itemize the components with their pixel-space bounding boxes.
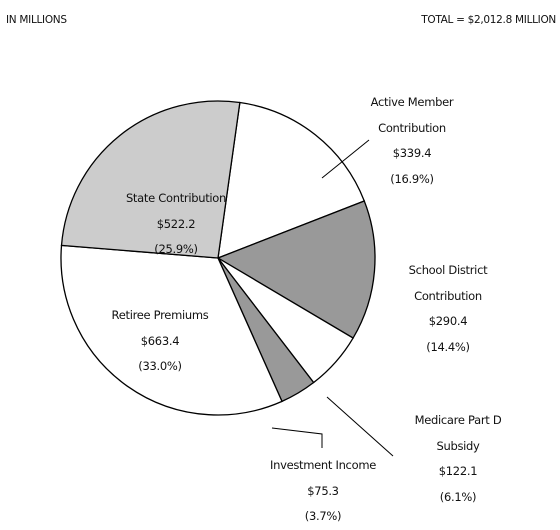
value-label: $290.4	[428, 314, 468, 328]
category-label: Active Member Contribution	[370, 95, 454, 135]
category-label: State Contribution	[125, 191, 227, 205]
slice-label: Investment Income $75.3 (3.7%)	[263, 453, 383, 530]
percent-label: (16.9%)	[390, 171, 434, 186]
pie-slice	[217, 101, 366, 260]
slice-label: Active Member Contribution $339.4 (16.9%)	[362, 90, 462, 192]
category-label: School District Contribution	[408, 263, 488, 303]
value-label: $522.2	[156, 216, 196, 231]
leader-line	[326, 396, 394, 457]
leader-line	[271, 427, 323, 448]
leader-line	[321, 139, 370, 179]
slice-label: Medicare Part D Subsidy $122.1 (6.1%)	[403, 408, 513, 510]
percent-label: (6.1%)	[439, 489, 477, 504]
value-label: $122.1	[438, 464, 478, 478]
value-label: $339.4	[392, 146, 432, 160]
category-label: Medicare Part D Subsidy	[414, 413, 502, 453]
pie-slice	[216, 200, 376, 339]
units-label: IN MILLIONS	[6, 14, 67, 26]
category-label: Retiree Premiums	[111, 308, 209, 322]
pie-slice	[60, 100, 241, 259]
percent-label: (14.4%)	[426, 339, 470, 354]
value-label: $663.4	[140, 333, 180, 348]
category-label: Investment Income	[269, 458, 376, 472]
slice-label: School District Contribution $290.4 (14.4%…	[393, 258, 503, 360]
total-label: TOTAL = $2,012.8 MILLION	[421, 14, 556, 26]
slice-label: Retiree Premiums $663.4 (33.0%)	[95, 303, 225, 380]
percent-label: (25.9%)	[154, 242, 198, 256]
value-label: $75.3	[307, 483, 339, 498]
percent-label: (33.0%)	[138, 359, 182, 373]
pie-slice	[60, 244, 283, 416]
slice-label: State Contribution $522.2 (25.9%)	[111, 186, 241, 263]
percent-label: (3.7%)	[304, 509, 342, 523]
